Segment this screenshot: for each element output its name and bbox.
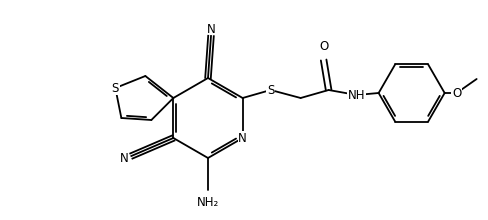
Text: N: N: [238, 132, 247, 145]
Text: NH₂: NH₂: [197, 196, 219, 209]
Text: O: O: [452, 86, 461, 99]
Text: N: N: [206, 22, 215, 35]
Text: NH: NH: [348, 88, 366, 101]
Text: O: O: [319, 40, 328, 53]
Text: S: S: [267, 84, 274, 97]
Text: S: S: [112, 81, 119, 95]
Text: N: N: [120, 152, 129, 165]
